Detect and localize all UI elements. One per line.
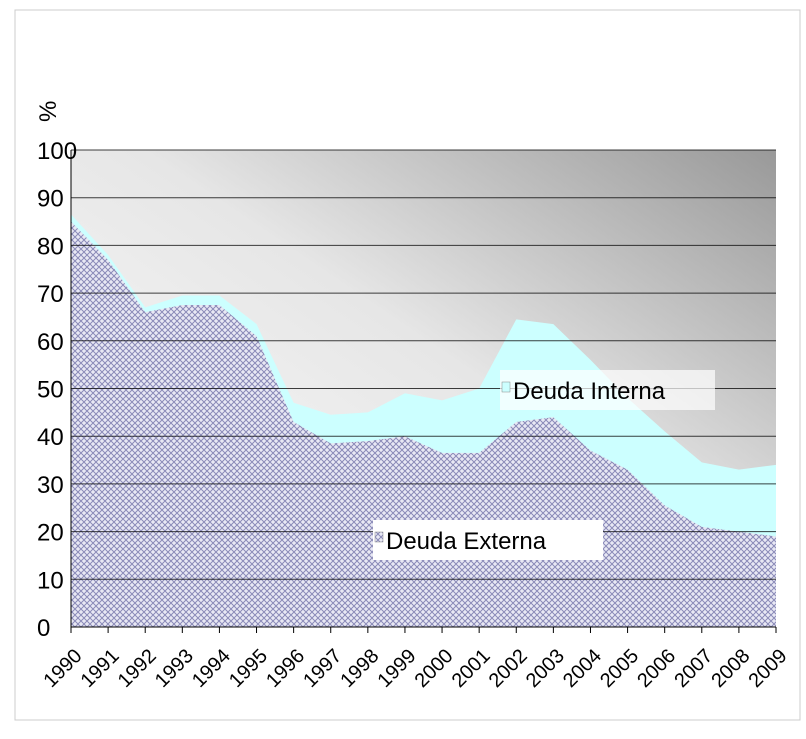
x-tick-label: 1990 — [40, 645, 87, 692]
x-tick-label: 1997 — [299, 645, 346, 692]
label-box — [500, 370, 715, 410]
x-tick-label: 1999 — [373, 645, 420, 692]
x-tick-label: 1996 — [262, 645, 309, 692]
x-tick-label: 2008 — [707, 645, 754, 692]
x-tick-label: 2003 — [522, 645, 569, 692]
x-tick-label: 1993 — [151, 645, 198, 692]
y-tick-label: 70 — [37, 281, 64, 308]
legend-swatch — [374, 531, 384, 543]
x-tick-label: 2001 — [448, 645, 495, 692]
x-tick-label: 2005 — [596, 645, 643, 692]
y-tick-label: 30 — [37, 472, 64, 499]
x-tick-label: 1994 — [188, 645, 235, 692]
series-label: Deuda Interna — [513, 378, 666, 405]
y-tick-label: 40 — [37, 424, 64, 451]
x-tick-label: 1992 — [114, 645, 161, 692]
y-tick-label: 60 — [37, 329, 64, 356]
x-tick-label: 1991 — [77, 645, 124, 692]
frame — [14, 9, 801, 721]
y-tick-label: 80 — [37, 233, 64, 260]
y-tick-label: 50 — [37, 377, 64, 404]
series-label: Deuda Externa — [386, 528, 547, 555]
y-axis-label: % — [35, 101, 62, 122]
x-tick-label: 2004 — [559, 645, 606, 692]
y-tick-label: 90 — [37, 186, 64, 213]
x-tick-label: 2000 — [411, 645, 458, 692]
x-tick-label: 2006 — [633, 645, 680, 692]
label-box — [373, 520, 603, 560]
area — [71, 214, 776, 537]
x-tick-label: 2002 — [485, 645, 532, 692]
x-tick-label: 2007 — [670, 645, 717, 692]
x-tick-label: 1995 — [225, 645, 272, 692]
y-tick-label: 20 — [37, 520, 64, 547]
y-tick-label: 0 — [37, 615, 50, 642]
x-tick-label: 1998 — [336, 645, 383, 692]
legend-swatch — [501, 381, 511, 393]
y-tick-label: 100 — [37, 138, 77, 165]
y-tick-label: 10 — [37, 567, 64, 594]
x-tick-label: 2009 — [745, 645, 792, 692]
